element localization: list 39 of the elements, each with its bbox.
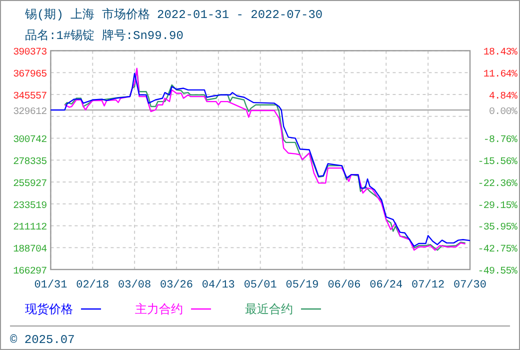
y2-tick-label: 4.84% [488,91,518,102]
y2-tick-label: -29.15% [478,200,518,212]
x-tick-label: 05/19 [286,280,319,292]
y-tick-label: 367965 [13,70,48,81]
legend-label: 主力合约 [135,302,183,317]
y-tick-label: 345557 [13,91,48,102]
y-tick-label: 278335 [13,157,48,168]
y-tick-label: 300742 [13,135,48,146]
y2-tick-label: -8.76% [483,135,518,146]
x-tick-label: 07/12 [412,280,445,292]
y2-tick-label: -35.95% [478,222,518,234]
y2-tick-label: -22.36% [478,178,518,190]
y2-tick-label: -15.56% [478,157,518,168]
legend-label: 现货价格 [25,303,73,317]
y-tick-label: 188704 [13,244,48,256]
chart-subtitle: 品名:1#锡锭 牌号:Sn99.90 [25,29,184,43]
y2-tick-label: -42.75% [478,244,518,256]
legend-label: 最近合约 [245,303,293,317]
x-tick-label: 06/24 [370,280,404,292]
y-tick-label: 233519 [13,200,48,212]
x-tick-label: 04/13 [202,280,235,292]
text: © 2025.07 [10,333,75,347]
y-tick-label: 211112 [13,222,48,234]
x-tick-label: 06/06 [328,280,361,292]
y2-tick-label: 18.43% [483,48,518,59]
x-tick-label: 01/31 [34,280,68,292]
y2-tick-label: -49.55% [478,266,518,278]
y-tick-label: 329612 [13,107,48,118]
y-tick-label: 166297 [13,266,48,278]
y2-tick-label: 0.00% [488,107,518,118]
chart-title: 锡(期) 上海 市场价格 2022-01-31 - 2022-07-30 [24,7,323,22]
x-tick-label: 03/08 [118,280,152,292]
y-tick-label: 255927 [13,178,48,190]
y-tick-label: 390373 [13,48,48,59]
x-tick-label: 02/18 [76,280,110,292]
x-tick-label: 03/26 [160,280,193,292]
x-tick-label: 07/30 [453,280,487,292]
x-tick-label: 05/01 [244,280,278,292]
y2-tick-label: 11.64% [483,70,518,81]
